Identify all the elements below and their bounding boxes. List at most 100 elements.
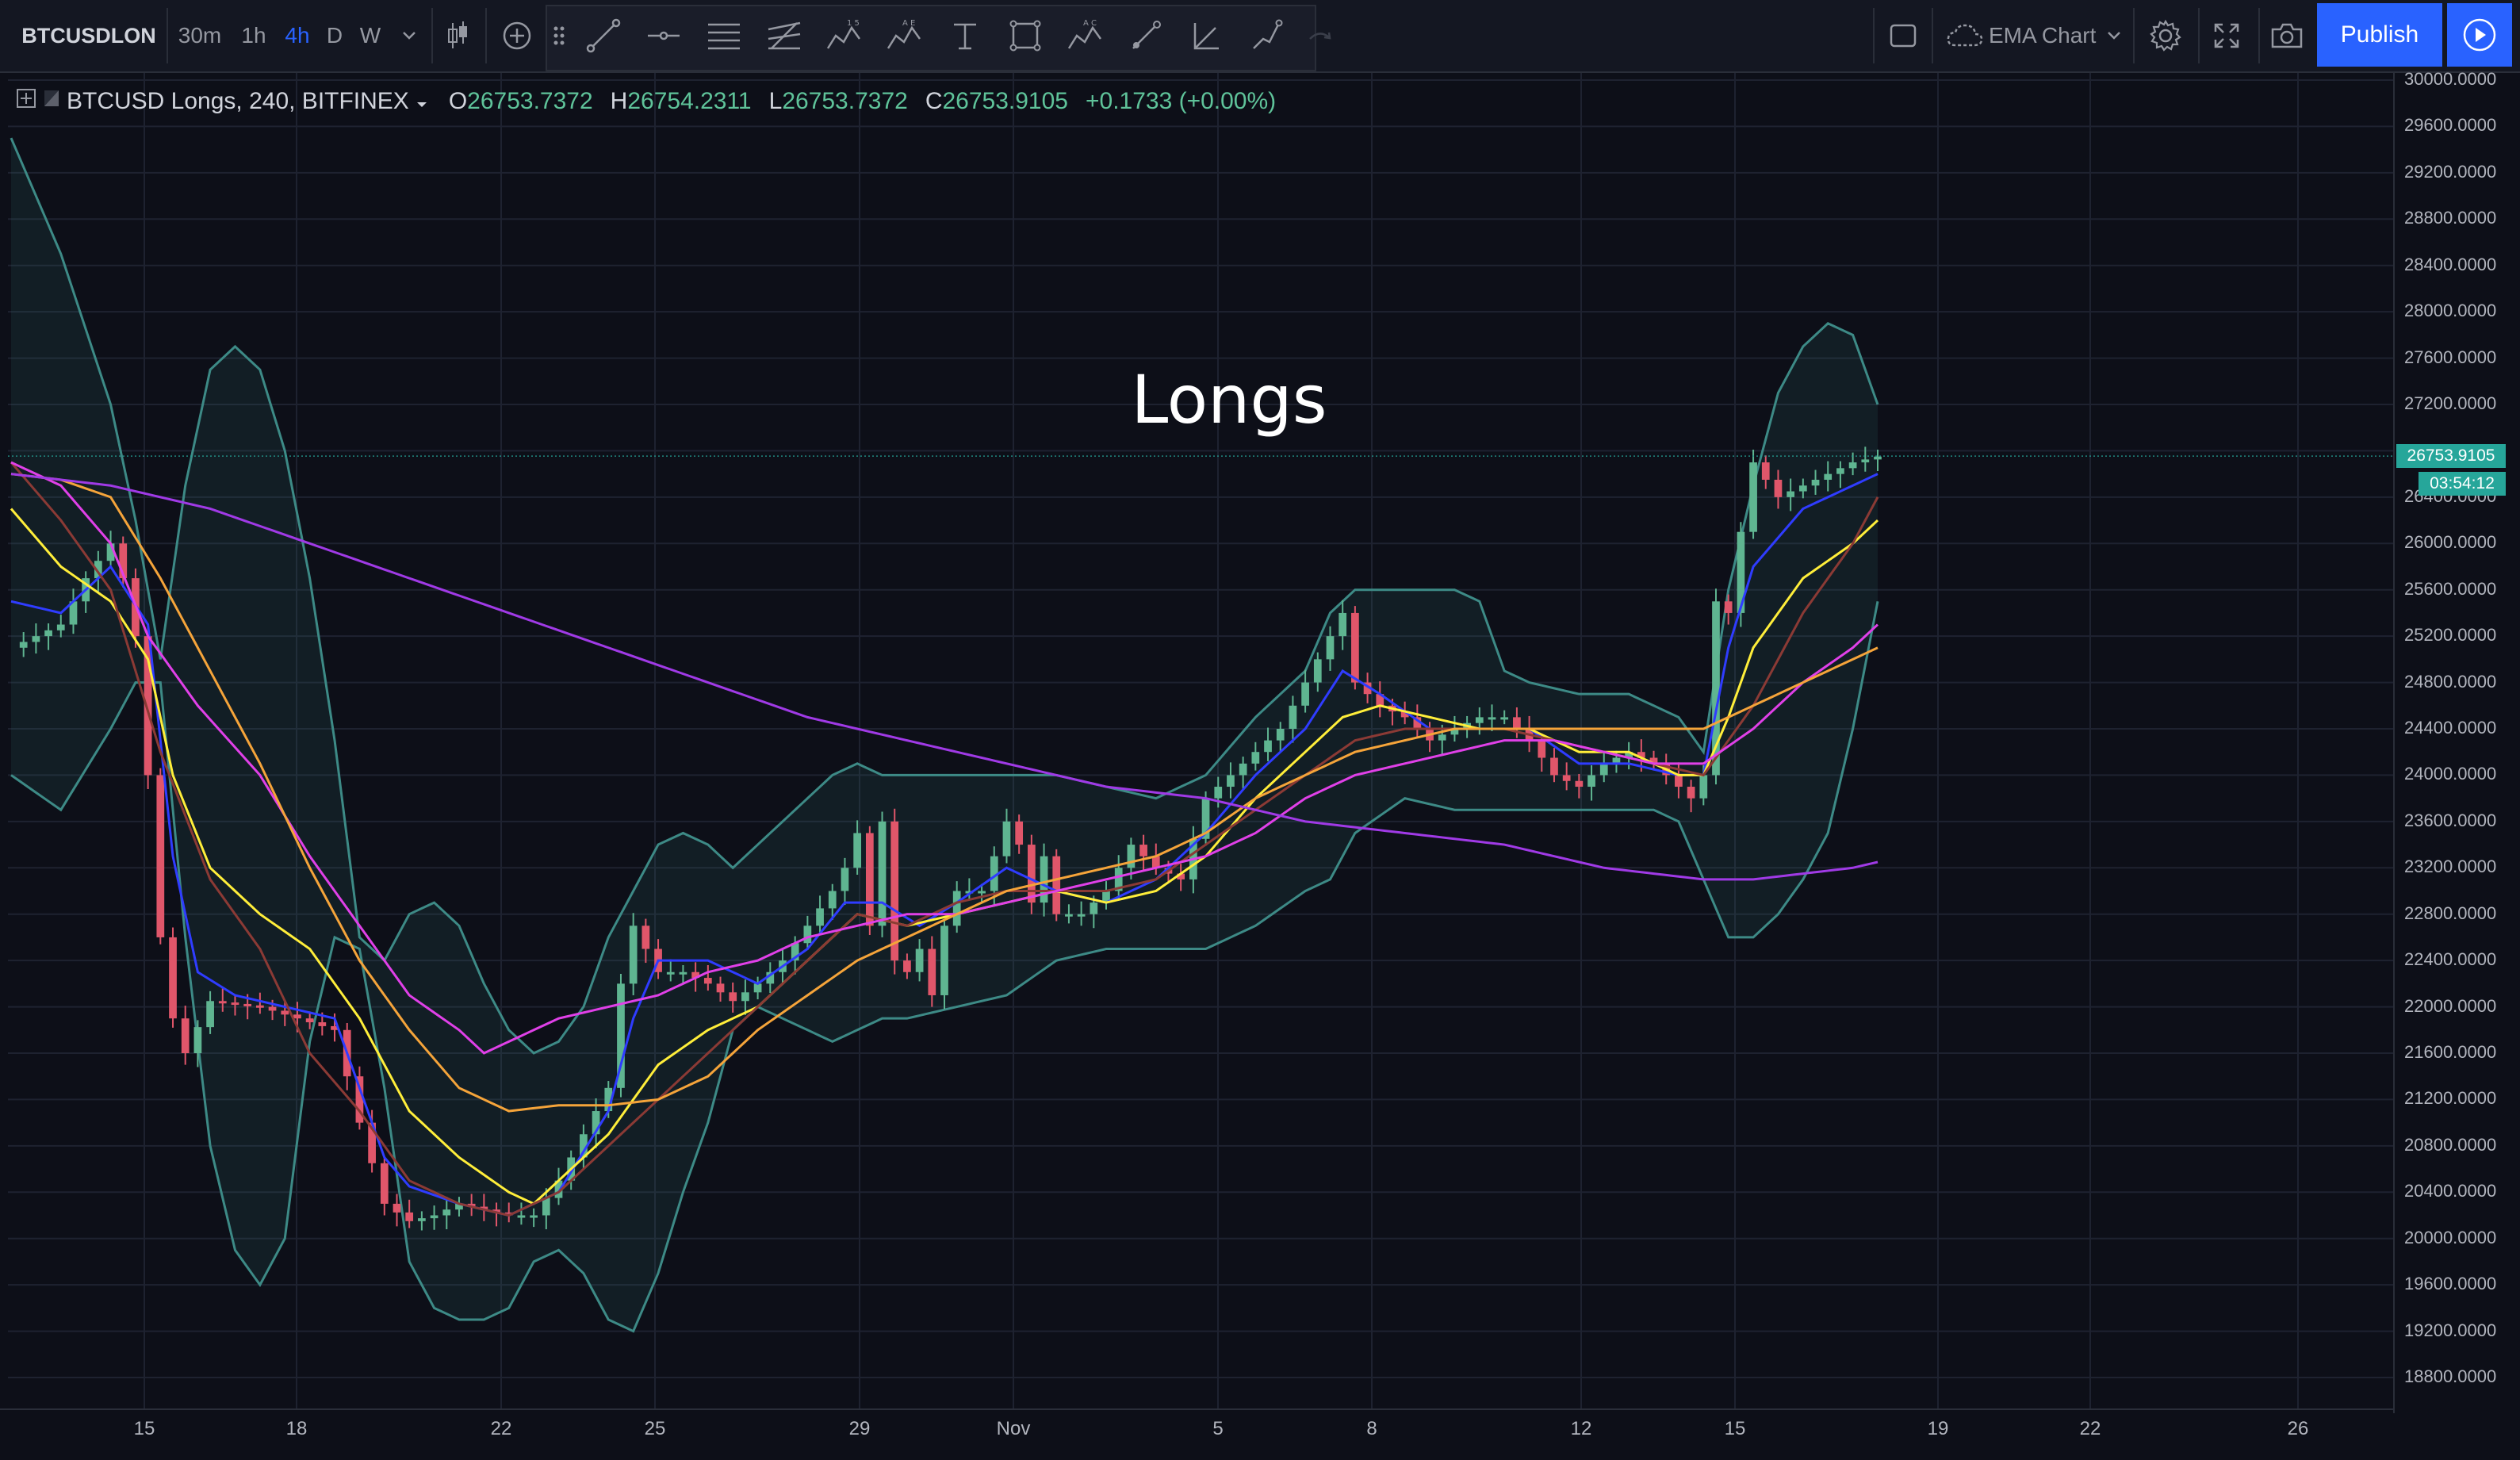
toolbar-divider (2198, 8, 2200, 63)
interval-d-button[interactable]: D (326, 23, 343, 48)
interval-w-button[interactable]: W (359, 23, 381, 48)
candle-body (853, 833, 862, 868)
legend-open-key: O (448, 88, 468, 114)
layout-chevron-down-icon[interactable] (2098, 0, 2130, 71)
candle-body (181, 1018, 190, 1053)
price-axis-label: 25200.0000 (2404, 625, 2497, 646)
candle-body (952, 891, 961, 926)
candle-body (380, 1163, 389, 1204)
candle-body (1774, 479, 1783, 497)
candle-body (318, 1022, 327, 1026)
candle-body (243, 1003, 252, 1006)
candle-body (1450, 729, 1459, 735)
candle-body (679, 971, 687, 975)
candle-body (1015, 821, 1024, 845)
candle-body (828, 891, 837, 909)
interval-dropdown-chevron-icon[interactable] (393, 0, 425, 71)
layout-square-icon[interactable] (1881, 0, 1925, 71)
fib-retracement-icon[interactable] (755, 0, 814, 71)
candle-body (1575, 780, 1584, 787)
legend-title-chevron-icon[interactable] (416, 88, 428, 115)
candle-body (281, 1010, 289, 1015)
gear-icon[interactable] (2138, 0, 2193, 71)
measure-tool-icon[interactable] (1177, 0, 1235, 71)
time-axis-label: 29 (848, 1418, 871, 1439)
legend-expand-icon[interactable] (16, 88, 36, 115)
candle-body (504, 1212, 513, 1216)
fullscreen-icon[interactable] (2198, 0, 2255, 71)
candle-body (156, 775, 165, 937)
price-axis-label: 22400.0000 (2404, 949, 2497, 970)
legend-title[interactable]: BTCUSD Longs, 240, BITFINEX (67, 88, 409, 114)
publish-button[interactable]: Publish (2317, 3, 2442, 67)
parallel-channel-icon[interactable] (695, 0, 753, 71)
cloud-save-icon[interactable] (1941, 0, 1989, 71)
candle-body (729, 992, 737, 1002)
candle-body (1811, 479, 1820, 486)
bollinger-bands (10, 137, 1879, 1333)
price-axis-label: 20800.0000 (2404, 1134, 2497, 1155)
candle-body (753, 983, 762, 993)
time-axis-label: 8 (1366, 1418, 1377, 1439)
price-axis-label: 30000.0000 (2404, 69, 2497, 89)
candle-body (1201, 798, 1210, 839)
text-tool-icon[interactable] (936, 0, 994, 71)
candle-body (106, 543, 115, 561)
camera-snapshot-icon[interactable] (2258, 0, 2315, 71)
layout-name-label[interactable]: EMA Chart (1989, 23, 2097, 48)
abcd-pattern-icon[interactable]: A C (1056, 0, 1115, 71)
elliott-wave-icon[interactable]: A E (875, 0, 934, 71)
trend-line-icon[interactable] (574, 0, 633, 71)
drag-handle-icon[interactable] (547, 0, 571, 71)
price-axis-label: 28000.0000 (2404, 301, 2497, 321)
candle-body (1227, 775, 1235, 787)
price-axis-label: 29200.0000 (2404, 161, 2497, 182)
brush-tool-icon[interactable] (1116, 0, 1175, 71)
candle-body (965, 891, 974, 894)
candle-body (865, 833, 874, 926)
svg-text:1 5: 1 5 (847, 19, 860, 28)
redo-arrow-icon[interactable] (1300, 0, 1340, 71)
candle-body (629, 925, 638, 984)
candle-body (928, 948, 936, 995)
candle-body (305, 1018, 314, 1023)
interval-1h-button[interactable]: 1h (241, 23, 266, 48)
candle-body (368, 1122, 376, 1163)
symbol-search-button[interactable]: BTCUSDLON (21, 23, 156, 48)
interval-4h-button[interactable]: 4h (285, 23, 310, 48)
candle-body (1513, 717, 1521, 729)
candle-body (1500, 717, 1509, 720)
svg-text:A E: A E (902, 19, 915, 28)
candle-body (1687, 787, 1695, 799)
candle-body (1874, 456, 1882, 460)
rectangle-tool-icon[interactable] (996, 0, 1055, 71)
candle-body (1289, 705, 1297, 729)
candle-body (1376, 694, 1384, 706)
xabcd-pattern-icon[interactable]: 1 5 (815, 0, 874, 71)
candle-body (1313, 659, 1322, 683)
interval-30m-button[interactable]: 30m (178, 23, 222, 48)
candle-body (703, 978, 712, 984)
price-axis-label: 28400.0000 (2404, 254, 2497, 274)
moving-averages (10, 461, 1879, 1217)
candle-style-icon[interactable] (438, 0, 477, 71)
candle-body (56, 624, 65, 630)
candle-body (1848, 462, 1857, 469)
candle-body (1824, 473, 1833, 480)
candle-body (1339, 612, 1347, 637)
candle-body (890, 821, 899, 961)
symbol-flag-icon (43, 88, 60, 115)
candle-body (903, 960, 911, 972)
candle-body (1724, 601, 1733, 613)
candle-body (480, 1206, 488, 1210)
time-axis-label: 22 (2079, 1418, 2101, 1439)
price-chart[interactable] (0, 73, 2520, 1456)
price-axis-divider (2393, 73, 2395, 1413)
candle-body (231, 1002, 239, 1006)
path-tool-icon[interactable] (1237, 0, 1296, 71)
horizontal-ray-icon[interactable] (634, 0, 693, 71)
price-axis-label: 25600.0000 (2404, 578, 2497, 599)
chart-pane[interactable] (0, 73, 2520, 1456)
play-replay-button[interactable] (2447, 3, 2512, 67)
indicators-plus-icon[interactable] (495, 0, 539, 71)
